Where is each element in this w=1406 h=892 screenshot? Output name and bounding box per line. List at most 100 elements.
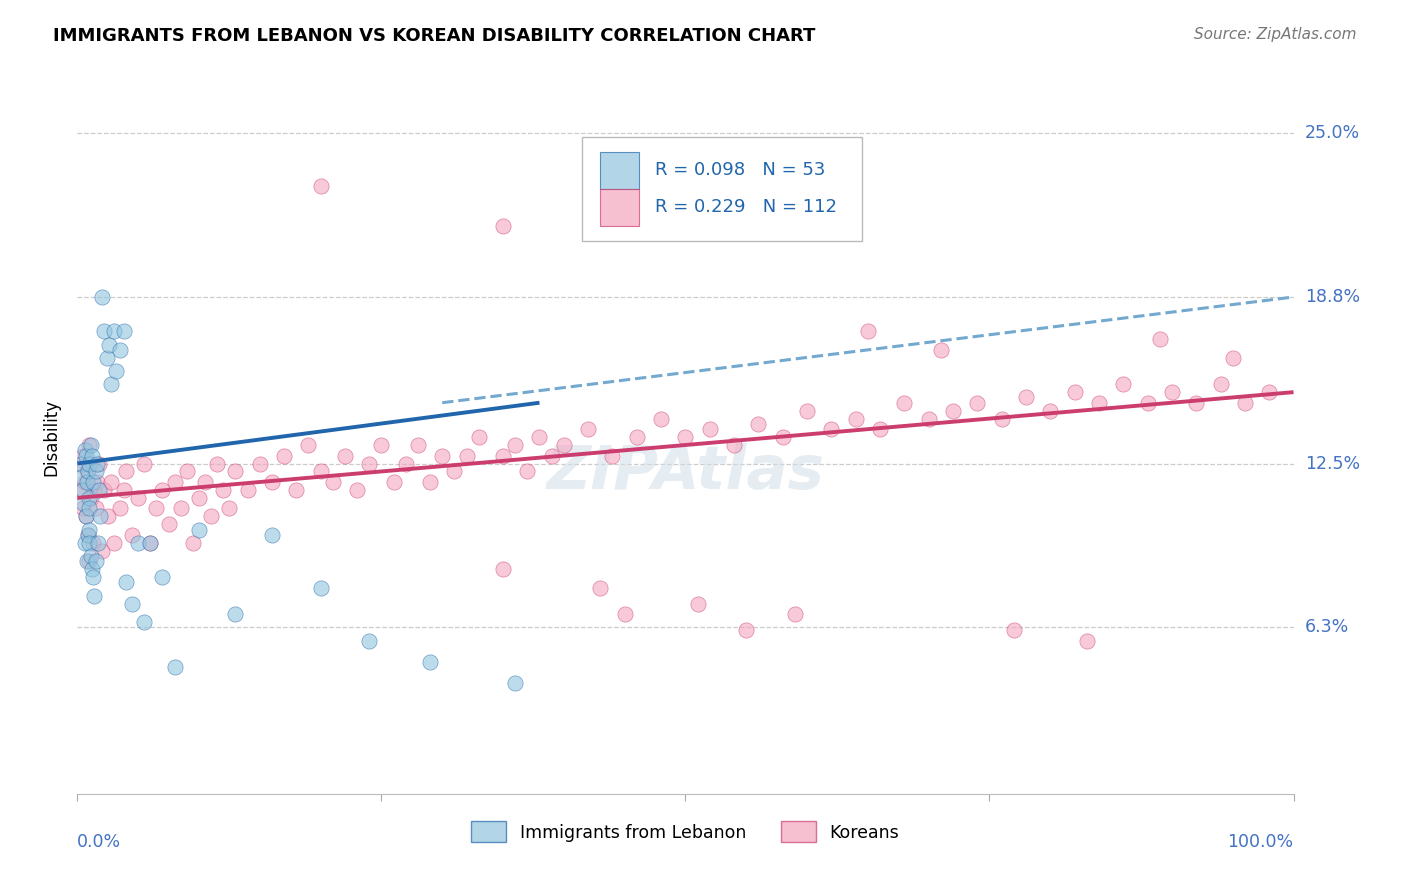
- Point: [856, 324, 879, 338]
- Point: [553, 438, 575, 452]
- Point: [72, 501, 94, 516]
- Point: [75, 509, 97, 524]
- Point: [145, 501, 167, 516]
- Point: [103, 536, 125, 550]
- Point: [108, 343, 131, 357]
- Point: [79, 536, 101, 550]
- Point: [492, 562, 515, 576]
- FancyBboxPatch shape: [582, 137, 862, 241]
- Text: IMMIGRANTS FROM LEBANON VS KOREAN DISABILITY CORRELATION CHART: IMMIGRANTS FROM LEBANON VS KOREAN DISABI…: [53, 27, 815, 45]
- Point: [333, 449, 356, 463]
- Point: [942, 403, 965, 417]
- Point: [503, 676, 526, 690]
- Point: [89, 483, 111, 497]
- Point: [77, 465, 100, 479]
- Point: [86, 457, 108, 471]
- Point: [1185, 395, 1208, 409]
- Point: [80, 457, 103, 471]
- Text: 0.0%: 0.0%: [77, 833, 121, 851]
- Text: 25.0%: 25.0%: [1305, 124, 1360, 142]
- Point: [121, 528, 143, 542]
- Point: [176, 465, 198, 479]
- Point: [224, 607, 246, 622]
- Point: [1039, 403, 1062, 417]
- Point: [84, 465, 107, 479]
- Point: [576, 422, 599, 436]
- Point: [139, 536, 162, 550]
- Point: [90, 290, 112, 304]
- Point: [73, 475, 96, 489]
- Point: [735, 623, 758, 637]
- Point: [1222, 351, 1244, 365]
- Point: [686, 597, 709, 611]
- Point: [157, 517, 180, 532]
- Point: [1015, 391, 1038, 405]
- Point: [602, 449, 624, 463]
- Point: [73, 536, 96, 550]
- Point: [79, 501, 101, 516]
- Point: [73, 443, 96, 458]
- Point: [83, 589, 105, 603]
- Point: [79, 438, 101, 452]
- Point: [370, 438, 392, 452]
- Point: [218, 501, 240, 516]
- Point: [75, 509, 97, 524]
- Point: [87, 536, 110, 550]
- Point: [76, 465, 98, 479]
- Point: [76, 475, 98, 489]
- Point: [1076, 633, 1098, 648]
- Legend: Immigrants from Lebanon, Koreans: Immigrants from Lebanon, Koreans: [464, 814, 907, 849]
- Point: [100, 377, 122, 392]
- Point: [1088, 395, 1111, 409]
- Point: [127, 491, 149, 505]
- Point: [395, 457, 418, 471]
- Point: [89, 457, 111, 471]
- Point: [845, 411, 868, 425]
- Text: 18.8%: 18.8%: [1305, 288, 1360, 306]
- Point: [1136, 395, 1159, 409]
- Point: [70, 457, 93, 471]
- Point: [80, 491, 103, 505]
- Point: [188, 491, 211, 505]
- Text: 12.5%: 12.5%: [1305, 455, 1360, 473]
- Text: 6.3%: 6.3%: [1305, 618, 1348, 636]
- Point: [1112, 377, 1135, 392]
- Point: [112, 483, 135, 497]
- Point: [115, 465, 138, 479]
- Point: [990, 411, 1012, 425]
- Point: [929, 343, 952, 357]
- Point: [152, 483, 174, 497]
- Point: [419, 655, 441, 669]
- Point: [516, 465, 538, 479]
- Point: [170, 501, 193, 516]
- Point: [359, 633, 381, 648]
- Point: [699, 422, 721, 436]
- Point: [83, 483, 105, 497]
- Point: [112, 324, 135, 338]
- Point: [456, 449, 478, 463]
- Point: [72, 483, 94, 497]
- Point: [492, 219, 515, 233]
- Point: [650, 411, 672, 425]
- Point: [212, 483, 235, 497]
- Point: [1063, 385, 1085, 400]
- Point: [82, 475, 104, 489]
- Point: [72, 449, 94, 463]
- Point: [80, 449, 103, 463]
- FancyBboxPatch shape: [600, 189, 640, 226]
- Text: Source: ZipAtlas.com: Source: ZipAtlas.com: [1194, 27, 1357, 42]
- Point: [96, 351, 118, 365]
- Point: [783, 607, 806, 622]
- Y-axis label: Disability: Disability: [42, 399, 60, 475]
- Point: [893, 395, 915, 409]
- Point: [70, 483, 93, 497]
- Point: [467, 430, 489, 444]
- Point: [84, 554, 107, 568]
- Point: [121, 597, 143, 611]
- Point: [80, 438, 103, 452]
- Point: [309, 179, 332, 194]
- Point: [70, 457, 93, 471]
- Point: [224, 465, 246, 479]
- Point: [127, 536, 149, 550]
- Point: [1233, 395, 1256, 409]
